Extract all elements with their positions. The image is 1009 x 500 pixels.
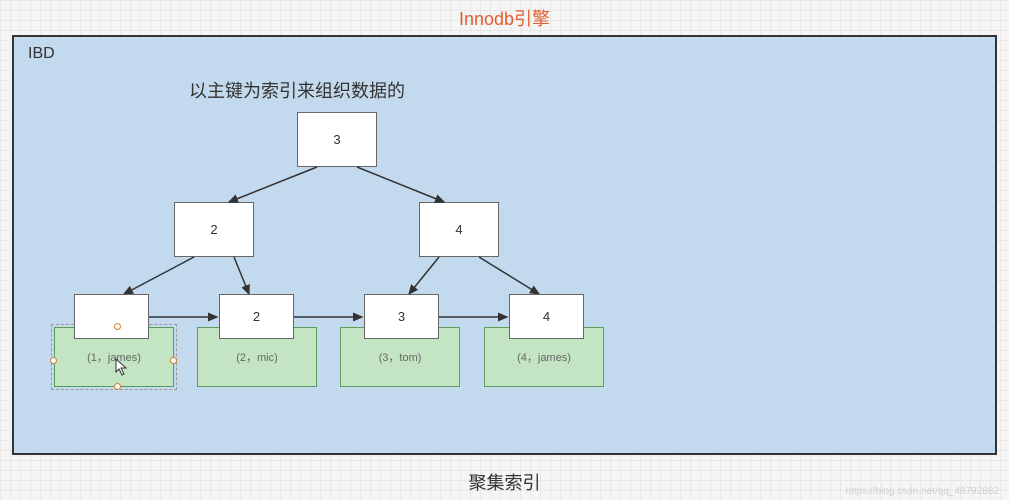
- selection-handle[interactable]: [170, 357, 177, 364]
- watermark-text: https://blog.csdn.net/qq_48792882: [846, 486, 999, 497]
- tree-mid-node: 4: [419, 202, 499, 257]
- selection-handle[interactable]: [114, 323, 121, 330]
- tree-edge: [357, 167, 444, 202]
- diagram-title-top: Innodb引擎: [459, 5, 550, 31]
- tree-root-node: 3: [297, 112, 377, 167]
- tree-edge: [229, 167, 317, 202]
- tree-edge: [479, 257, 539, 294]
- leaf-key-node: 4: [509, 294, 584, 339]
- tree-edge: [234, 257, 249, 294]
- tree-mid-node: 2: [174, 202, 254, 257]
- cursor-icon: [114, 357, 130, 382]
- diagram-title-bottom: 聚集索引: [469, 469, 541, 495]
- leaf-key-node: 3: [364, 294, 439, 339]
- leaf-key-node: [74, 294, 149, 339]
- tree-edges: [14, 37, 995, 453]
- tree-edge: [124, 257, 194, 294]
- selection-handle[interactable]: [50, 357, 57, 364]
- selection-handle[interactable]: [114, 383, 121, 390]
- ibd-container: IBD 以主键为索引来组织数据的 324(1，james)(2，mic)2(3，…: [12, 35, 997, 455]
- tree-edge: [409, 257, 439, 294]
- diagram-subtitle: 以主键为索引来组织数据的: [189, 77, 405, 103]
- leaf-key-node: 2: [219, 294, 294, 339]
- ibd-label: IBD: [28, 45, 55, 63]
